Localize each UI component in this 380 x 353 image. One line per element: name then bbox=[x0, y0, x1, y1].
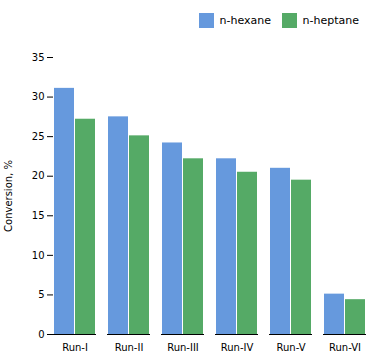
svg-text:Run-V: Run-V bbox=[276, 341, 305, 352]
html-text:n-heptane: n-heptane bbox=[302, 14, 359, 27]
svg-text:15: 15 bbox=[32, 209, 45, 220]
svg-text:5: 5 bbox=[38, 289, 44, 300]
svg-text:Run-VI: Run-VI bbox=[329, 341, 361, 352]
svg-text:20: 20 bbox=[32, 170, 45, 181]
html-text:n-hexane: n-hexane bbox=[219, 14, 271, 27]
svg-text:25: 25 bbox=[32, 130, 45, 141]
svg-text:35: 35 bbox=[32, 51, 45, 62]
svg-text:Run-III: Run-III bbox=[167, 341, 199, 352]
svg-text:0: 0 bbox=[38, 328, 44, 339]
svg-text:Run-I: Run-I bbox=[62, 341, 88, 352]
svg-text:Run-IV: Run-IV bbox=[221, 341, 254, 352]
svg-text:Run-II: Run-II bbox=[115, 341, 144, 352]
svg-text:30: 30 bbox=[32, 91, 45, 102]
svg-text:Conversion, %: Conversion, % bbox=[3, 160, 14, 232]
svg-text:10: 10 bbox=[32, 249, 45, 260]
